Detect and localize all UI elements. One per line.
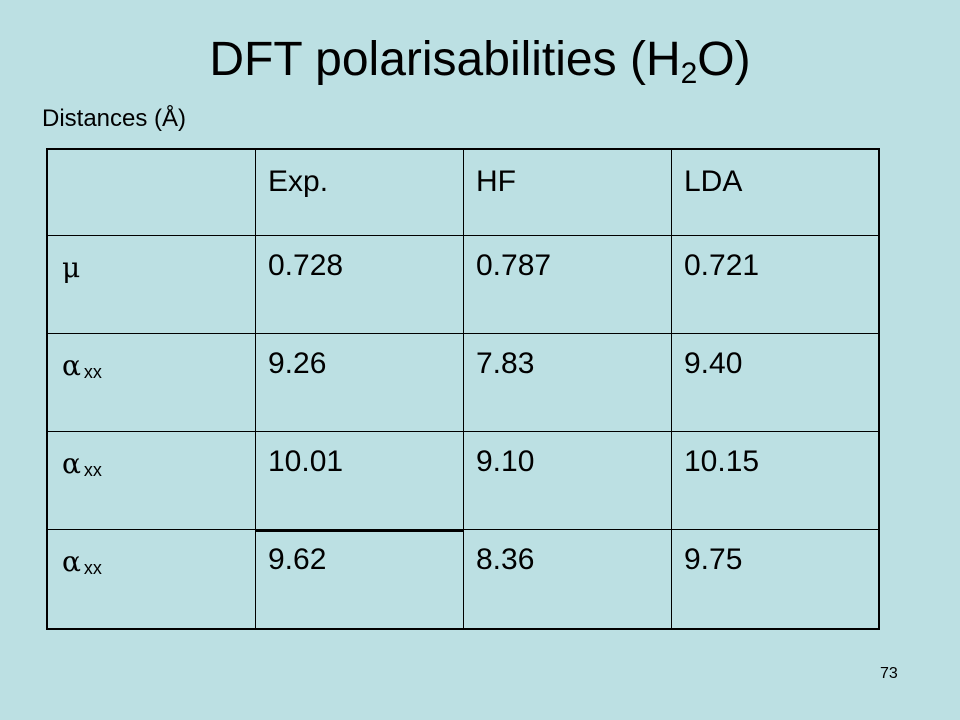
header-hf: HF: [476, 165, 516, 198]
header-lda: LDA: [684, 165, 743, 198]
cell-value: 9.10: [476, 445, 535, 478]
cell-value: 0.787: [476, 249, 552, 282]
column-divider: [671, 150, 672, 628]
cell-value: 10.15: [684, 445, 760, 478]
header-exp: Exp.: [268, 165, 329, 198]
cell-value: 9.62: [268, 543, 327, 576]
row-label-alpha: α xx: [62, 545, 102, 578]
row-divider: [48, 333, 878, 334]
cell-value: 8.36: [476, 543, 535, 576]
row-divider: [48, 235, 878, 236]
row-divider: [48, 529, 878, 530]
cell-value: 9.40: [684, 347, 743, 380]
cell-value: 7.83: [476, 347, 535, 380]
row-label-mu: μ: [62, 251, 81, 284]
row-label-alpha: α xx: [62, 349, 102, 382]
cell-value: 0.721: [684, 249, 760, 282]
column-divider: [255, 150, 256, 628]
row-divider: [48, 431, 878, 432]
cell-value: 0.728: [268, 249, 344, 282]
subtitle: Distances (Å): [42, 105, 187, 132]
cell-value: 9.75: [684, 543, 743, 576]
row-label-alpha: α xx: [62, 447, 102, 480]
page-number: 73: [880, 665, 898, 682]
data-table: Exp. HF LDA μ 0.728 0.787 0.721 α xx 9.26…: [46, 148, 880, 630]
slide-title: DFT polarisabilities (H2O): [209, 33, 751, 90]
cell-value: 9.26: [268, 347, 327, 380]
cell-value: 10.01: [268, 445, 344, 478]
column-divider: [463, 150, 464, 628]
row-divider-accent: [256, 529, 463, 532]
